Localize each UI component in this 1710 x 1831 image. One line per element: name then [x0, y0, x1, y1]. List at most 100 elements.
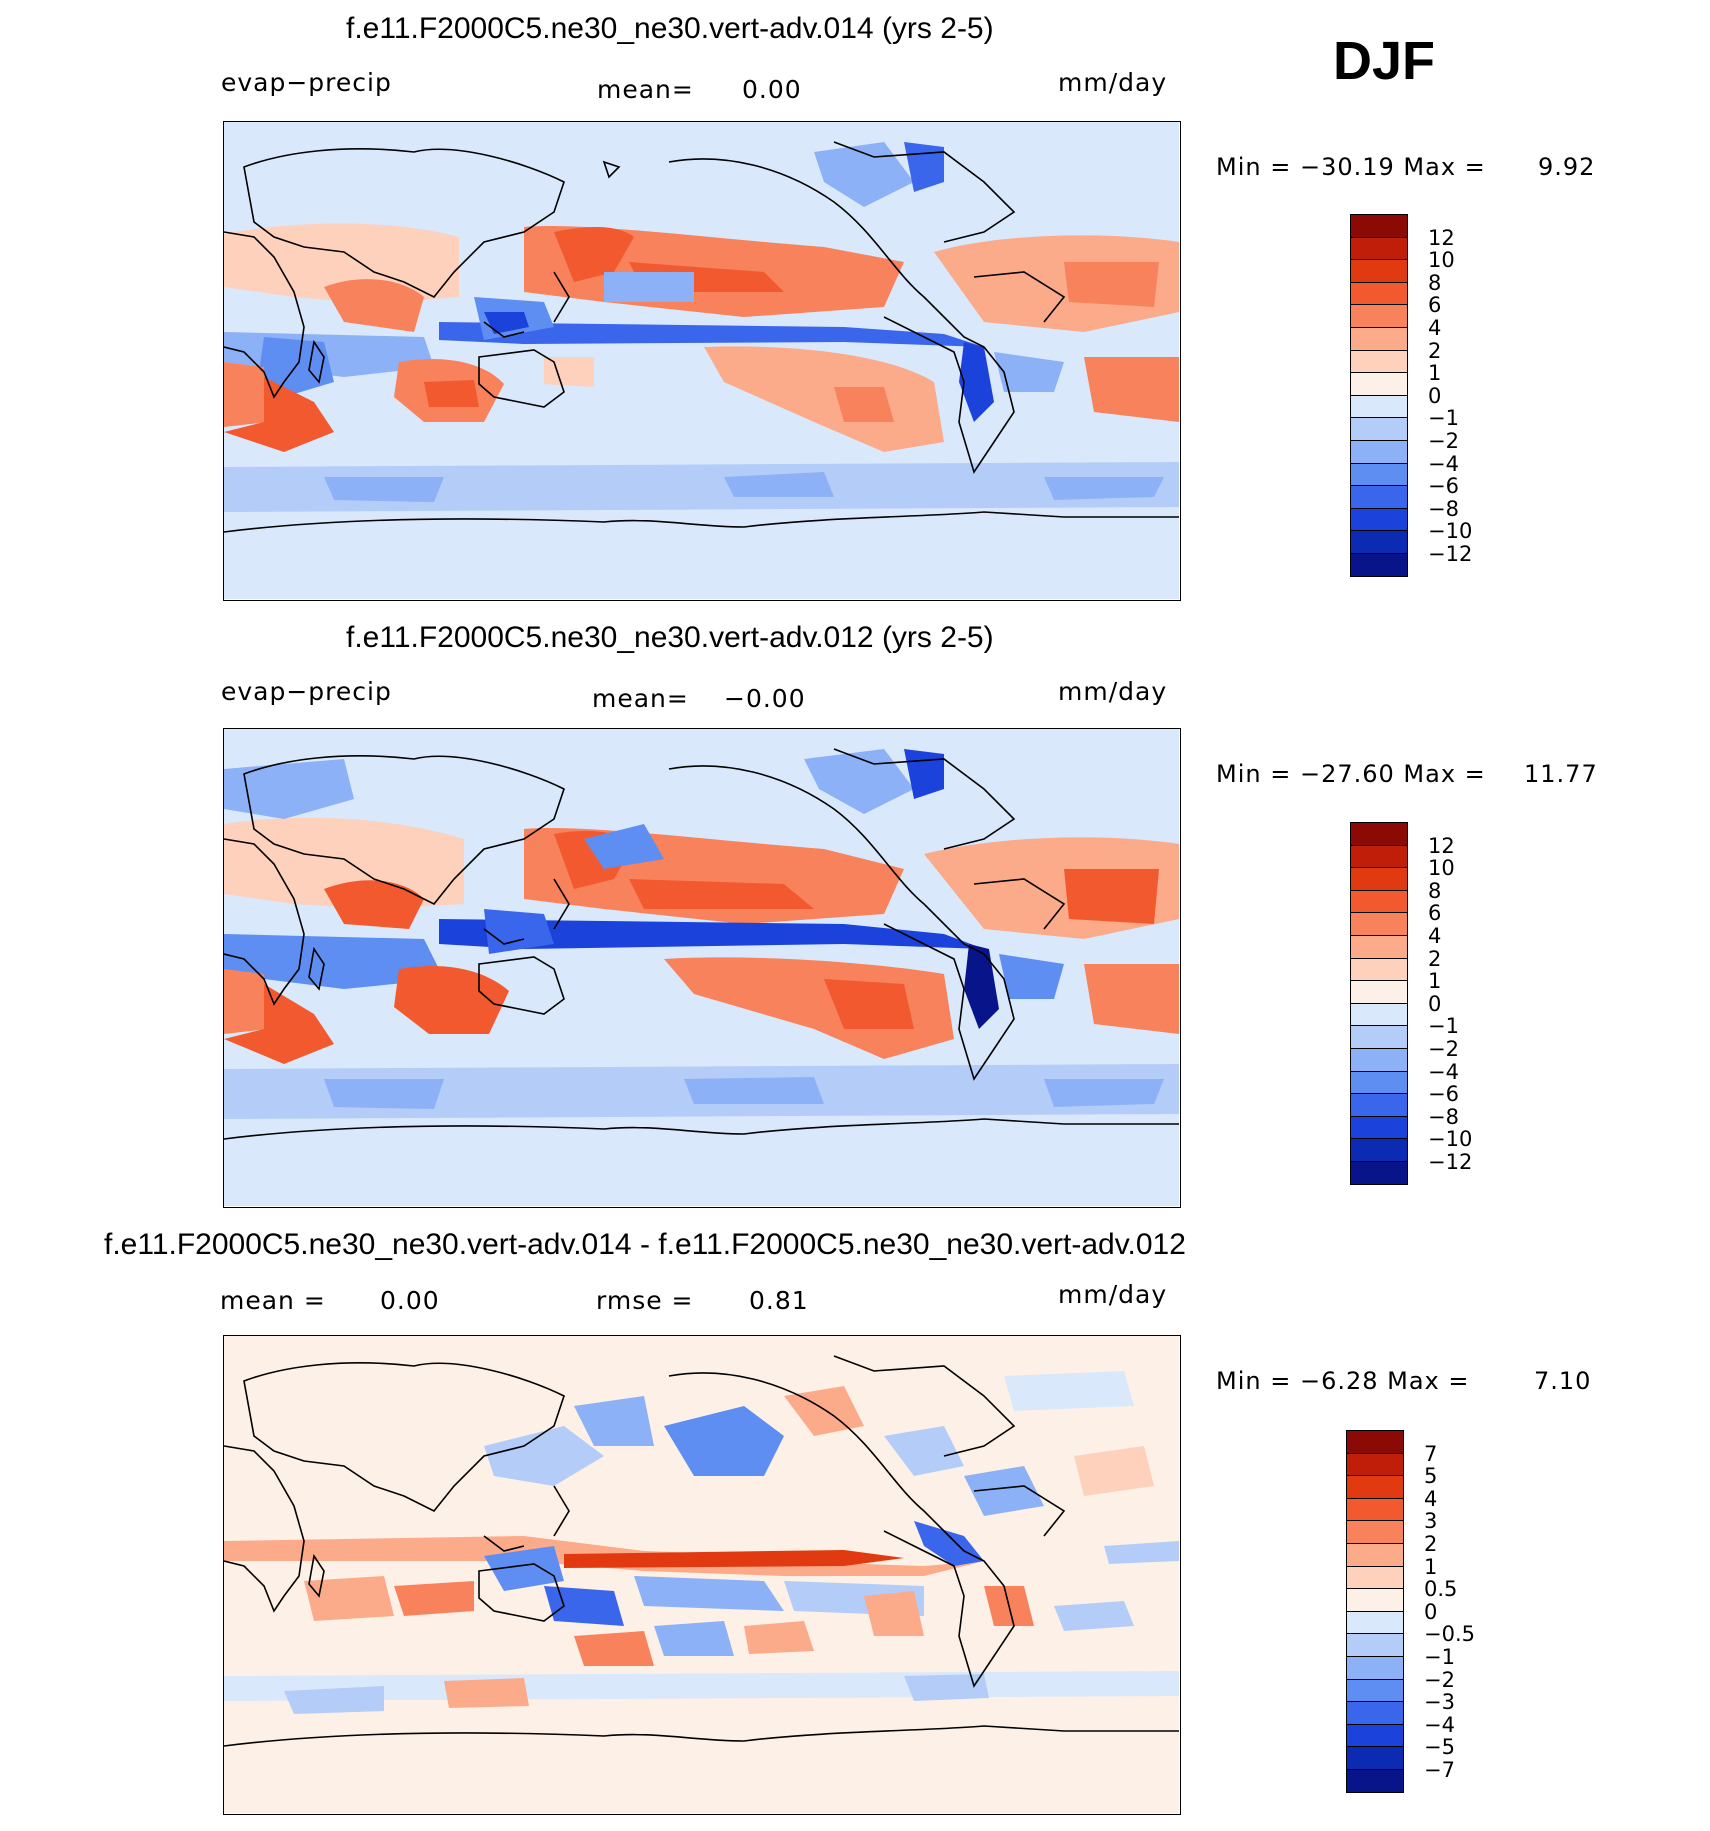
panel-1-colorbar-swatch — [1350, 485, 1408, 509]
panel-2-colorbar-swatch — [1350, 889, 1408, 914]
panel-3-colorbar-swatch — [1346, 1768, 1404, 1793]
panel-1-colorbar-boxes — [1350, 214, 1408, 577]
panel-1-colorbar-swatch — [1350, 349, 1408, 374]
panel-2-colorbar-swatch — [1350, 1115, 1408, 1140]
panel-3-colorbar-tick-label: 3 — [1424, 1509, 1438, 1534]
panel-3-mean-label: mean = — [220, 1286, 326, 1315]
panel-2-variable-label: evap−precip — [221, 677, 392, 706]
panel-2-colorbar-swatch — [1350, 844, 1408, 869]
panel-2-colorbar-tick-label: 1 — [1428, 969, 1442, 994]
panel-3-colorbar-tick-label: 0 — [1424, 1599, 1438, 1624]
panel-1-colorbar-swatch — [1350, 530, 1408, 554]
panel-3-colorbar-tick-label: −5 — [1424, 1735, 1455, 1760]
panel-2-colorbar-swatch — [1350, 1025, 1408, 1049]
panel-3-mean-value: 0.00 — [380, 1286, 440, 1315]
panel-3-colorbar-tick-label: 7 — [1424, 1441, 1438, 1466]
panel-2-colorbar-swatch — [1350, 912, 1408, 936]
panel-3-colorbar-swatch — [1346, 1610, 1404, 1635]
panel-1-colorbar-tick-label: 10 — [1428, 248, 1455, 273]
panel-1-colorbar-swatch — [1350, 552, 1408, 577]
panel-2-colorbar-tick-label: 10 — [1428, 856, 1455, 881]
panel-2-colorbar-swatch — [1350, 1047, 1408, 1072]
panel-2-colorbar-swatch — [1350, 1093, 1408, 1117]
panel-1-colorbar-tick-label: −6 — [1428, 474, 1459, 499]
panel-1-min-max-label: Min = −30.19 Max = — [1216, 153, 1486, 181]
panel-1-colorbar-tick-label: −12 — [1428, 542, 1473, 566]
panel-1-mean-value: 0.00 — [742, 75, 802, 104]
panel-3-colorbar-swatch — [1346, 1565, 1404, 1590]
panel-2-colorbar-swatch — [1350, 822, 1408, 846]
panel-2-colorbar-swatch — [1350, 934, 1408, 959]
panel-3-colorbar-tick-label: −7 — [1424, 1758, 1455, 1782]
panel-3-map — [223, 1335, 1181, 1815]
panel-1-colorbar-swatch — [1350, 372, 1408, 396]
panel-2-mean-value: −0.00 — [724, 684, 806, 713]
panel-1-colorbar-tick-label: 8 — [1428, 270, 1442, 295]
panel-2-colorbar-tick-label: −1 — [1428, 1014, 1459, 1039]
panel-1-colorbar-swatch — [1350, 462, 1408, 487]
panel-2-title: f.e11.F2000C5.ne30_ne30.vert-adv.012 (yr… — [346, 621, 994, 654]
panel-2-colorbar-tick-label: 12 — [1428, 833, 1455, 858]
panel-1-colorbar-swatch — [1350, 439, 1408, 464]
panel-2-min-max-label: Min = −27.60 Max = — [1216, 760, 1486, 788]
panel-3-colorbar-tick-label: −0.5 — [1424, 1622, 1475, 1647]
panel-1-colorbar-swatch — [1350, 507, 1408, 532]
panel-2-colorbar-swatch — [1350, 980, 1408, 1004]
panel-3-colorbar-tick-label: −4 — [1424, 1712, 1455, 1737]
panel-1-title: f.e11.F2000C5.ne30_ne30.vert-adv.014 (yr… — [346, 12, 994, 45]
panel-2-colorbar-swatch — [1350, 867, 1408, 891]
panel-3-units: mm/day — [1058, 1280, 1168, 1309]
panel-1-colorbar-swatch — [1350, 236, 1408, 261]
panel-1-colorbar-swatch — [1350, 214, 1408, 238]
panel-1-colorbar-swatch — [1350, 417, 1408, 441]
panel-1-colorbar: 12 10 8 6 4 2 1 0 −1 −2 −4 −6 −8 −10 −12 — [1350, 214, 1472, 577]
panel-2-colorbar-boxes — [1350, 822, 1408, 1185]
panel-3-colorbar-tick-label: 5 — [1424, 1464, 1438, 1489]
panel-2-max-value: 11.77 — [1524, 760, 1598, 788]
panel-2-colorbar-tick-label: 6 — [1428, 901, 1442, 926]
panel-3-rmse-label: rmse = — [596, 1286, 694, 1315]
panel-1-colorbar-swatch — [1350, 394, 1408, 419]
panel-1-colorbar-tick-label: 1 — [1428, 361, 1442, 386]
panel-3-colorbar-swatch — [1346, 1678, 1404, 1703]
panel-2-colorbar-tick-label: −2 — [1428, 1037, 1459, 1061]
panel-3-colorbar-tick-label: 4 — [1424, 1486, 1438, 1511]
panel-2-colorbar-swatch — [1350, 1002, 1408, 1027]
panel-3-colorbar-tick-label: −2 — [1424, 1667, 1455, 1692]
panel-3-colorbar-swatch — [1346, 1633, 1404, 1657]
panel-2-colorbar-tick-label: 4 — [1428, 924, 1442, 948]
panel-2-colorbar-tick-label: 2 — [1428, 946, 1442, 971]
panel-1-mean-label: mean= — [597, 75, 694, 104]
panel-1-colorbar-tick-label: 12 — [1428, 225, 1455, 250]
panel-1-colorbar-tick-label: −8 — [1428, 496, 1459, 521]
panel-2-colorbar: 12 10 8 6 4 2 1 0 −1 −2 −4 −6 −8 −10 −12 — [1350, 822, 1472, 1185]
panel-3-colorbar: 7 5 4 3 2 1 0.5 0 −0.5 −1 −2 −3 −4 −5 −7 — [1346, 1430, 1475, 1793]
panel-2-colorbar-swatch — [1350, 1160, 1408, 1185]
panel-1-colorbar-swatch — [1350, 281, 1408, 306]
panel-3-colorbar-swatch — [1346, 1520, 1404, 1544]
panel-3-colorbar-swatch — [1346, 1746, 1404, 1770]
panel-3-title: f.e11.F2000C5.ne30_ne30.vert-adv.014 - f… — [104, 1228, 1186, 1261]
panel-2-map — [223, 728, 1181, 1208]
panel-3-colorbar-swatch — [1346, 1430, 1404, 1454]
panel-3-rmse-value: 0.81 — [749, 1286, 809, 1315]
panel-3-colorbar-swatch — [1346, 1655, 1404, 1680]
panel-2-mean-label: mean= — [592, 684, 689, 713]
panel-1-colorbar-swatch — [1350, 259, 1408, 283]
panel-2-units: mm/day — [1058, 677, 1168, 706]
panel-2-colorbar-tick-label: −12 — [1428, 1150, 1473, 1174]
panel-1-colorbar-tick-label: 4 — [1428, 316, 1442, 340]
panel-3-colorbar-swatch — [1346, 1701, 1404, 1725]
panel-1-colorbar-swatch — [1350, 326, 1408, 351]
panel-3-colorbar-tick-label: −3 — [1424, 1690, 1455, 1715]
panel-1-colorbar-tick-label: 2 — [1428, 338, 1442, 363]
panel-3-colorbar-swatch — [1346, 1542, 1404, 1567]
panel-2-colorbar-swatch — [1350, 1138, 1408, 1162]
season-label: DJF — [1333, 31, 1436, 91]
panel-1-units: mm/day — [1058, 68, 1168, 97]
panel-3-colorbar-swatch — [1346, 1723, 1404, 1748]
panel-3-colorbar-swatch — [1346, 1497, 1404, 1522]
panel-3-colorbar-tick-label: 2 — [1424, 1532, 1438, 1556]
panel-1-colorbar-tick-label: 0 — [1428, 383, 1442, 408]
panel-1-colorbar-tick-label: 6 — [1428, 293, 1442, 318]
